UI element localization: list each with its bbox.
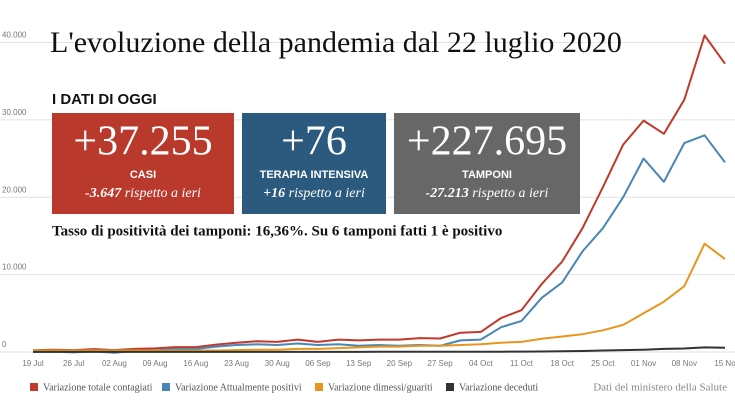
y-tick-label: 0	[2, 340, 7, 349]
stat-delta-value: +16	[263, 186, 285, 201]
x-tick-label: 19 Jul	[22, 359, 44, 368]
stat-label: TAMPONI	[462, 169, 512, 181]
legend-swatch	[446, 383, 454, 391]
legend-label: Variazione Attualmente positivi	[175, 382, 302, 393]
subtitle: I DATI DI OGGI	[52, 91, 157, 108]
stat-value: +76	[281, 119, 347, 165]
x-tick-label: 04 Oct	[469, 359, 493, 368]
series-line	[33, 346, 726, 353]
stat-delta-value: -27.213	[426, 186, 469, 201]
stat-delta-text: rispetto a ieri	[472, 186, 548, 201]
x-tick-label: 01 Nov	[631, 359, 656, 368]
stat-delta: +16 rispetto a ieri	[263, 186, 365, 201]
x-tick-label: 26 Jul	[63, 359, 85, 368]
note: Tasso di positività dei tamponi: 16,36%.…	[52, 223, 502, 239]
x-tick-label: 08 Nov	[672, 359, 697, 368]
stat-delta: -27.213 rispetto a ieri	[426, 186, 549, 201]
y-tick-label: 40.000	[2, 31, 27, 40]
stat-boxes: +37.255 CASI -3.647 rispetto a ieri +76 TERA…	[52, 113, 580, 214]
x-tick-label: 18 Oct	[550, 359, 574, 368]
stat-value: +37.255	[73, 119, 212, 165]
legend-swatch	[30, 383, 38, 391]
x-tick-label: 06 Sep	[305, 359, 331, 368]
x-tick-label: 20 Sep	[387, 359, 413, 368]
legend-label: Variazione dimessi/guariti	[328, 382, 433, 393]
stat-delta-value: -3.647	[85, 186, 122, 201]
x-tick-label: 02 Aug	[102, 359, 127, 368]
x-tick-label: 09 Aug	[143, 359, 168, 368]
legend-swatch	[315, 383, 323, 391]
x-tick-label: 27 Sep	[427, 359, 453, 368]
x-tick-label: 11 Oct	[510, 359, 534, 368]
x-tick-label: 30 Aug	[265, 359, 290, 368]
stat-box	[52, 113, 234, 214]
series-line	[33, 242, 726, 352]
legend-label: Variazione deceduti	[459, 382, 538, 393]
stat-delta: -3.647 rispetto a ieri	[85, 186, 201, 201]
stat-label: CASI	[130, 169, 156, 181]
x-tick-label: 16 Aug	[183, 359, 208, 368]
stat-label: TERAPIA INTENSIVA	[260, 169, 369, 181]
y-tick-label: 10.000	[2, 263, 27, 272]
x-tick-label: 25 Oct	[591, 359, 615, 368]
x-tick-label: 23 Aug	[224, 359, 249, 368]
series-line	[32, 34, 726, 352]
source: Dati del ministero della Salute	[593, 382, 727, 394]
plot: 0 10.000 20.000 30.000 40.000 19 Jul 26 Jul 02 …	[0, 31, 735, 368]
stat-box	[394, 113, 580, 214]
stat-value: +227.695	[407, 119, 567, 165]
y-tick-label: 20.000	[2, 185, 27, 194]
x-tick-label: 13 Sep	[346, 359, 372, 368]
y-tick-label: 30.000	[2, 108, 27, 117]
stat-delta-text: rispetto a ieri	[289, 186, 365, 201]
legend-label: Variazione totale contagiati	[43, 382, 153, 393]
legend-swatch	[162, 383, 170, 391]
legend: Variazione totale contagiati Variazione A…	[30, 382, 538, 393]
stat-delta-text: rispetto a ieri	[125, 186, 201, 201]
x-tick-label: 15 No	[714, 359, 735, 368]
stat-box	[242, 113, 386, 214]
chart-title: L'evoluzione della pandemia dal 22 lugli…	[50, 26, 622, 59]
